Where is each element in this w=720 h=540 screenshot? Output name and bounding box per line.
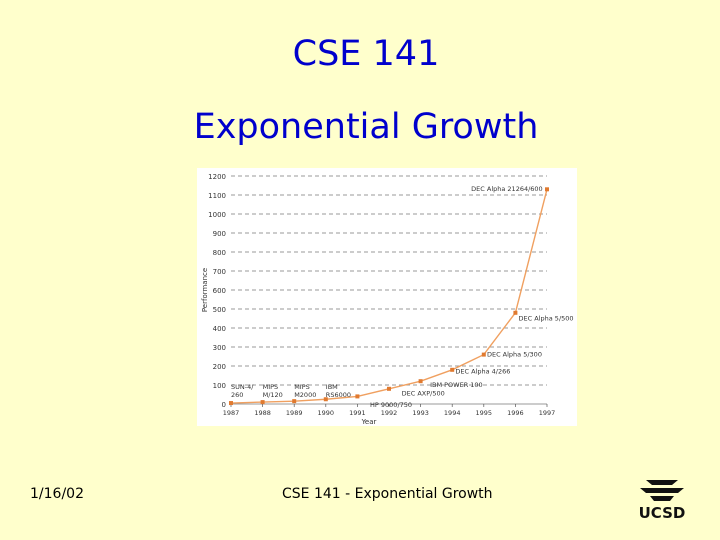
footer-title: CSE 141 - Exponential Growth [282, 486, 493, 502]
logo-text: UCSD [639, 504, 686, 522]
point-annotation: HP 9000/750 [370, 401, 412, 409]
point-annotation: DEC Alpha 5/500 [519, 314, 574, 322]
y-tick-label: 1200 [208, 173, 226, 181]
chart-svg: 0 100 200 300 400 500 600 700 800 900 1000 1100 1200… [201, 173, 574, 426]
data-point [387, 386, 391, 391]
point-annotation: DEC Alpha 5/300 [487, 351, 542, 359]
x-tick-label: 1996 [507, 409, 524, 417]
y-tick-label: 200 [213, 363, 226, 371]
data-point [355, 394, 360, 399]
point-annotation: DEC AXP/500 [402, 389, 445, 397]
data-point [545, 187, 549, 192]
ucsd-logo-icon: UCSD [639, 480, 686, 522]
point-annotation: M2000 [294, 391, 316, 399]
y-tick-label: 600 [213, 287, 226, 295]
point-annotation: DEC Alpha 21264/600 [471, 185, 543, 193]
y-tick-label: 1100 [208, 192, 226, 200]
slide-title: Exponential Growth [193, 107, 539, 147]
x-axis-label: Year [361, 418, 377, 426]
data-point [513, 310, 518, 315]
data-point [229, 401, 233, 406]
point-annotation: IBM [326, 383, 338, 391]
data-point [260, 400, 265, 405]
x-tick-label: 1988 [254, 409, 271, 417]
x-tick-label: 1992 [381, 409, 398, 417]
y-tick-label: 300 [213, 344, 226, 352]
y-tick-label: 0 [222, 401, 226, 409]
course-title: CSE 141 [292, 34, 440, 74]
y-tick-label: 700 [213, 268, 226, 276]
y-axis-label: Performance [201, 268, 209, 312]
performance-chart: 0 100 200 300 400 500 600 700 800 900 1000 1100 1200… [197, 168, 577, 426]
x-tick-label: 1990 [318, 409, 335, 417]
data-point [418, 379, 423, 384]
y-tick-label: 1000 [208, 211, 226, 219]
y-tick-label: 900 [213, 230, 226, 238]
point-annotation: M/120 [263, 391, 283, 399]
y-tick-label: 800 [213, 249, 226, 257]
footer-date: 1/16/02 [30, 486, 84, 502]
x-tick-label: 1997 [539, 409, 556, 417]
point-annotation: SUN-4/ [231, 383, 254, 391]
data-point [323, 397, 328, 402]
x-tick-label: 1991 [349, 409, 366, 417]
x-tick-label: 1993 [412, 409, 429, 417]
point-annotation: MIPS [263, 383, 279, 391]
point-annotation: RS6000 [326, 391, 351, 399]
point-annotation: MIPS [294, 383, 310, 391]
point-annotation: DEC Alpha 4/266 [455, 368, 510, 376]
y-tick-label: 500 [213, 306, 226, 314]
x-tick-label: 1987 [223, 409, 240, 417]
data-point [481, 352, 486, 357]
ucsd-logo: UCSD [632, 476, 692, 522]
x-tick-label: 1989 [286, 409, 303, 417]
data-point [292, 399, 297, 404]
y-tick-label: 100 [213, 382, 226, 390]
x-tick-label: 1995 [476, 409, 493, 417]
point-annotation: IBM POWER 100 [430, 381, 483, 389]
x-tick-label: 1994 [444, 409, 461, 417]
y-tick-label: 400 [213, 325, 226, 333]
point-annotation: 260 [231, 391, 243, 399]
data-point [450, 367, 455, 372]
